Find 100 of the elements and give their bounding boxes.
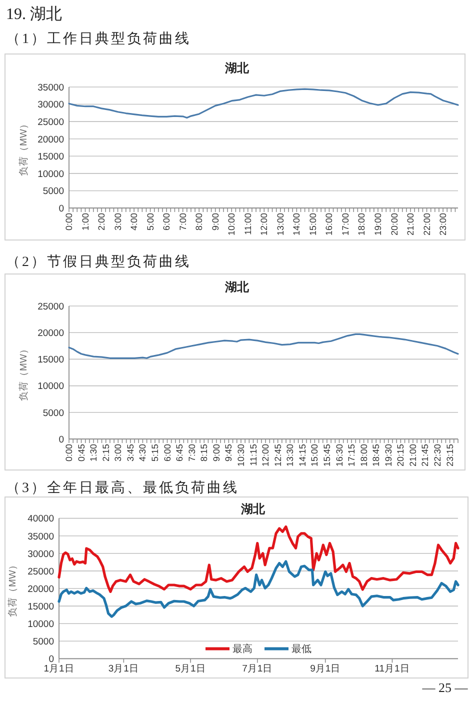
y-tick-label: 10000 xyxy=(28,619,54,630)
y-tick-label: 5000 xyxy=(42,408,64,419)
x-tick-label: 21:00 xyxy=(408,444,418,467)
x-tick-label: 12:00 xyxy=(260,444,271,467)
y-tick-label: 15000 xyxy=(38,354,64,366)
x-tick-label: 18:00 xyxy=(358,444,369,467)
x-tick-label: 5月1日 xyxy=(175,664,206,675)
x-tick-label: 1:00 xyxy=(80,212,90,231)
x-tick-label: 0:00 xyxy=(64,213,74,231)
y-tick-label: 20000 xyxy=(38,328,64,339)
x-tick-label: 21:45 xyxy=(420,444,430,467)
x-tick-label: 10:00 xyxy=(226,213,237,236)
x-tick-label: 1月1日 xyxy=(44,664,74,675)
line-series xyxy=(58,525,460,593)
x-tick-label: 0:00 xyxy=(64,444,74,462)
x-tick-label: 7:30 xyxy=(186,444,197,462)
x-tick-label: 14:15 xyxy=(297,444,308,467)
x-tick-label: 9:45 xyxy=(224,444,234,462)
x-tick-label: 8:00 xyxy=(194,213,204,231)
x-tick-label: 12:45 xyxy=(272,444,283,467)
y-tick-label: 35000 xyxy=(28,531,54,542)
x-tick-label: 18:00 xyxy=(356,213,367,236)
x-tick-label: 17:15 xyxy=(346,444,357,467)
x-tick-label: 11月1日 xyxy=(374,664,410,675)
x-tick-label: 14:00 xyxy=(292,213,302,236)
y-tick-label: 15000 xyxy=(28,601,54,612)
chart-title: 湖北 xyxy=(224,61,250,75)
x-tick-label: 3:00 xyxy=(112,213,123,231)
x-tick-label: 13:30 xyxy=(285,444,296,467)
x-tick-label: 7月1日 xyxy=(242,664,273,675)
x-tick-label: 11:15 xyxy=(248,444,258,466)
y-axis-title: 负荷（MW） xyxy=(18,344,30,401)
x-tick-label: 19:00 xyxy=(372,213,383,236)
x-tick-label: 11:00 xyxy=(242,213,253,235)
x-tick-label: 17:00 xyxy=(340,212,350,236)
y-tick-label: 25000 xyxy=(28,566,54,578)
x-tick-label: 13:00 xyxy=(275,212,286,236)
y-tick-label: 5000 xyxy=(32,636,54,648)
legend-label: 最低 xyxy=(292,644,312,656)
x-tick-label: 18:45 xyxy=(371,444,382,467)
text: — 25 — xyxy=(421,680,469,695)
y-tick-label: 35000 xyxy=(38,82,64,94)
x-tick-label: 19:30 xyxy=(383,444,394,467)
x-tick-label: 5:00 xyxy=(145,212,156,231)
line-series xyxy=(68,88,459,119)
text: （3）全年日最高、最低负荷曲线 xyxy=(6,480,239,496)
y-tick-label: 20000 xyxy=(28,584,54,595)
x-tick-label: 9:00 xyxy=(211,444,222,462)
x-tick-label: 0:45 xyxy=(76,444,86,462)
line-series xyxy=(58,560,460,618)
text: （2）节假日典型负荷曲线 xyxy=(6,254,191,270)
chart-title: 湖北 xyxy=(224,280,250,294)
chart-title: 湖北 xyxy=(240,502,266,516)
legend-label: 最高 xyxy=(232,643,252,656)
x-tick-label: 23:00 xyxy=(438,213,448,236)
y-tick-label: 10000 xyxy=(38,381,64,392)
y-tick-label: 30000 xyxy=(28,548,54,560)
x-tick-label: 5:15 xyxy=(150,444,160,462)
x-tick-label: 15:00 xyxy=(308,213,318,236)
x-tick-label: 2:00 xyxy=(96,213,107,231)
text: 19. 湖北 xyxy=(6,5,62,23)
y-tick-label: 40000 xyxy=(28,514,54,525)
x-tick-label: 6:00 xyxy=(162,213,172,231)
x-tick-label: 23:15 xyxy=(444,444,455,467)
y-axis-title: 负荷（MW） xyxy=(18,119,30,176)
x-tick-label: 20:00 xyxy=(389,213,400,236)
x-tick-label: 21:00 xyxy=(406,212,416,236)
x-tick-label: 4:30 xyxy=(138,444,148,462)
x-tick-label: 10:30 xyxy=(236,444,246,467)
y-tick-label: 10000 xyxy=(38,168,64,180)
x-tick-label: 1:30 xyxy=(88,444,99,462)
x-tick-label: 22:30 xyxy=(432,444,443,467)
line-series xyxy=(68,333,459,359)
y-tick-label: 30000 xyxy=(38,100,64,111)
x-tick-label: 6:00 xyxy=(162,444,172,462)
y-tick-label: 20000 xyxy=(38,134,64,146)
x-tick-label: 20:15 xyxy=(396,444,406,467)
y-tick-label: 0 xyxy=(58,434,64,446)
y-tick-label: 25000 xyxy=(38,116,64,128)
x-tick-label: 16:00 xyxy=(324,213,334,236)
x-tick-label: 15:45 xyxy=(322,444,332,467)
y-tick-label: 0 xyxy=(48,654,54,666)
x-tick-label: 9月1日 xyxy=(310,664,341,675)
x-tick-label: 12:00 xyxy=(259,213,270,236)
y-tick-label: 25000 xyxy=(38,301,64,312)
x-tick-label: 6:45 xyxy=(174,444,185,462)
x-tick-label: 15:00 xyxy=(310,444,320,467)
y-tick-label: 0 xyxy=(58,203,64,214)
x-tick-label: 3:45 xyxy=(125,444,136,462)
y-tick-label: 15000 xyxy=(38,152,64,163)
y-tick-label: 5000 xyxy=(42,186,64,198)
x-tick-label: 16:30 xyxy=(334,444,344,467)
x-tick-label: 9:00 xyxy=(210,212,220,231)
x-tick-label: 3:00 xyxy=(113,444,124,462)
x-tick-label: 2:15 xyxy=(100,444,111,462)
x-tick-label: 22:00 xyxy=(422,213,432,236)
y-axis-title: 负荷（MW） xyxy=(6,560,18,617)
x-tick-label: 4:00 xyxy=(129,213,140,231)
x-tick-label: 8:15 xyxy=(199,444,210,462)
x-tick-label: 3月1日 xyxy=(108,664,139,675)
